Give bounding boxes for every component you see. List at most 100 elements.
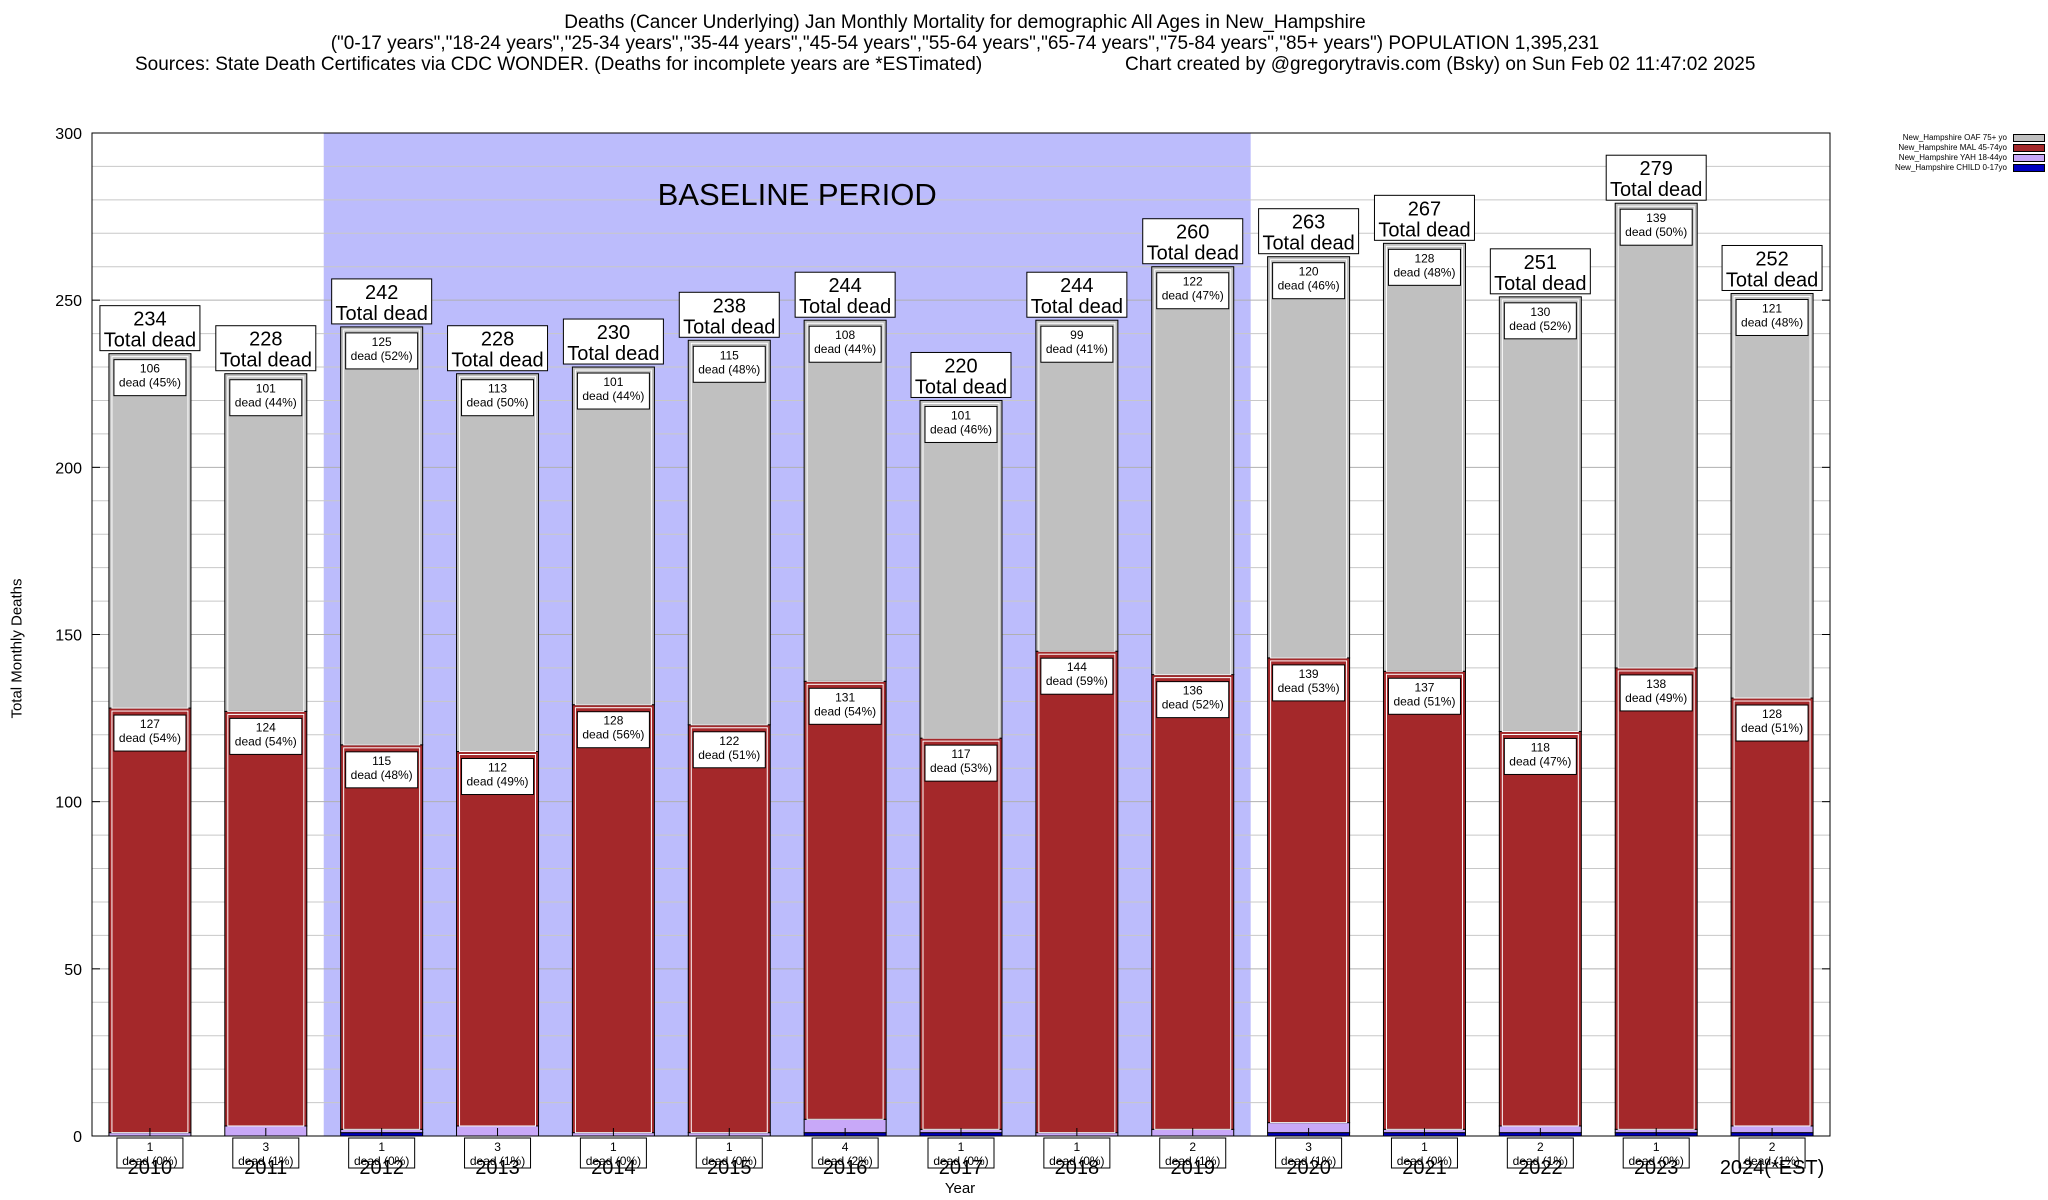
bar-segment-inner — [574, 369, 652, 706]
yah-data-label-box — [1390, 1137, 1458, 1169]
chart-title: Deaths (Cancer Underlying) Jan Monthly M… — [564, 12, 1366, 33]
yah-data-label-text: dead (2%) — [817, 1154, 872, 1168]
oaf-data-label-text: dead (46%) — [930, 422, 992, 436]
bar-segment — [224, 710, 308, 1127]
y-tick-label: 0 — [73, 1129, 82, 1146]
x-tick-label: 2024(*EST) — [1720, 1157, 1825, 1179]
yah-data-label-box — [811, 1137, 879, 1169]
mal-data-label-text: dead (49%) — [1625, 691, 1687, 705]
oaf-data-label-box — [808, 325, 882, 363]
bar-segment — [1035, 319, 1119, 652]
total-label-box — [1258, 208, 1360, 255]
bar-segment-inner — [1038, 322, 1116, 652]
yah-data-label-text: 1 — [1653, 1140, 1660, 1154]
oaf-data-label-text: 101 — [951, 408, 971, 422]
oaf-data-label-box — [692, 345, 766, 383]
bar-segment — [108, 707, 192, 1134]
mal-data-label-text: dead (53%) — [930, 761, 992, 775]
oaf-data-label-text: dead (45%) — [119, 376, 181, 390]
total-label-value: 220 — [944, 355, 977, 377]
bar-segment-inner — [1733, 700, 1811, 1127]
total-label-value: 244 — [828, 275, 861, 297]
yah-data-label-text: dead (0%) — [702, 1154, 757, 1168]
mal-data-label-text: 139 — [1299, 667, 1319, 681]
yah-data-label-text: 1 — [378, 1140, 385, 1154]
mal-data-label-box — [1619, 674, 1693, 712]
mal-data-label-text: dead (53%) — [1278, 681, 1340, 695]
yah-data-label-text: 1 — [1421, 1140, 1428, 1154]
oaf-data-label-box — [576, 372, 650, 410]
total-label-value: 238 — [713, 295, 746, 317]
total-label-suffix: Total dead — [104, 330, 196, 352]
chart-credit: Chart created by @gregorytravis.com (Bsk… — [1125, 54, 1756, 75]
oaf-data-label-text: dead (50%) — [467, 396, 529, 410]
total-label-box — [562, 318, 664, 365]
mal-data-label-text: 117 — [951, 747, 970, 761]
bar-segment-inner — [1733, 295, 1811, 699]
yah-data-label-text: dead (1%) — [470, 1154, 525, 1168]
mal-data-label-box — [113, 714, 187, 752]
oaf-data-label-box — [113, 359, 187, 397]
total-label-box — [331, 278, 433, 325]
yah-data-label-text: dead (1%) — [1165, 1154, 1220, 1168]
bar-segment — [1267, 256, 1351, 659]
total-label-value: 230 — [597, 322, 630, 344]
oaf-data-label-box — [1735, 298, 1809, 336]
total-label-suffix: Total dead — [567, 343, 659, 365]
oaf-data-label-box — [1503, 302, 1577, 340]
bar-segment — [1382, 242, 1466, 672]
oaf-data-label-box — [229, 379, 303, 417]
total-label-box — [1026, 271, 1128, 318]
bar-segment — [1730, 292, 1814, 699]
legend-label: New_Hampshire CHILD 0-17yo — [1894, 163, 2007, 172]
oaf-data-label-text: 99 — [1070, 328, 1084, 342]
bar-segment — [919, 399, 1003, 739]
total-label-value: 244 — [1060, 275, 1093, 297]
mal-data-label-box — [1387, 677, 1461, 715]
mal-data-label-text: 138 — [1646, 677, 1666, 691]
total-label-value: 228 — [249, 329, 282, 351]
mal-data-label-box — [576, 711, 650, 749]
total-label-box — [910, 351, 1012, 398]
y-tick-label: 250 — [55, 293, 82, 310]
bar-segment-inner — [922, 402, 1000, 739]
oaf-data-label-text: 113 — [488, 382, 507, 396]
yah-data-label-text: dead (0%) — [1049, 1154, 1104, 1168]
total-label-suffix: Total dead — [1610, 179, 1702, 201]
x-tick-label: 2016 — [823, 1157, 868, 1179]
bar-segment-inner — [1385, 245, 1463, 672]
yah-data-label-text: 3 — [494, 1140, 501, 1154]
oaf-data-label-text: dead (48%) — [1741, 315, 1803, 329]
mal-data-label-text: dead (51%) — [698, 748, 760, 762]
total-label-value: 234 — [133, 309, 166, 331]
total-label-box — [1373, 194, 1475, 241]
y-tick-label: 50 — [64, 962, 82, 979]
bar-segment-inner — [227, 376, 305, 712]
mal-data-label-text: dead (54%) — [119, 731, 181, 745]
y-tick-label: 300 — [55, 126, 82, 143]
x-tick-label: 2018 — [1055, 1157, 1100, 1179]
mal-data-label-box — [1040, 657, 1114, 695]
